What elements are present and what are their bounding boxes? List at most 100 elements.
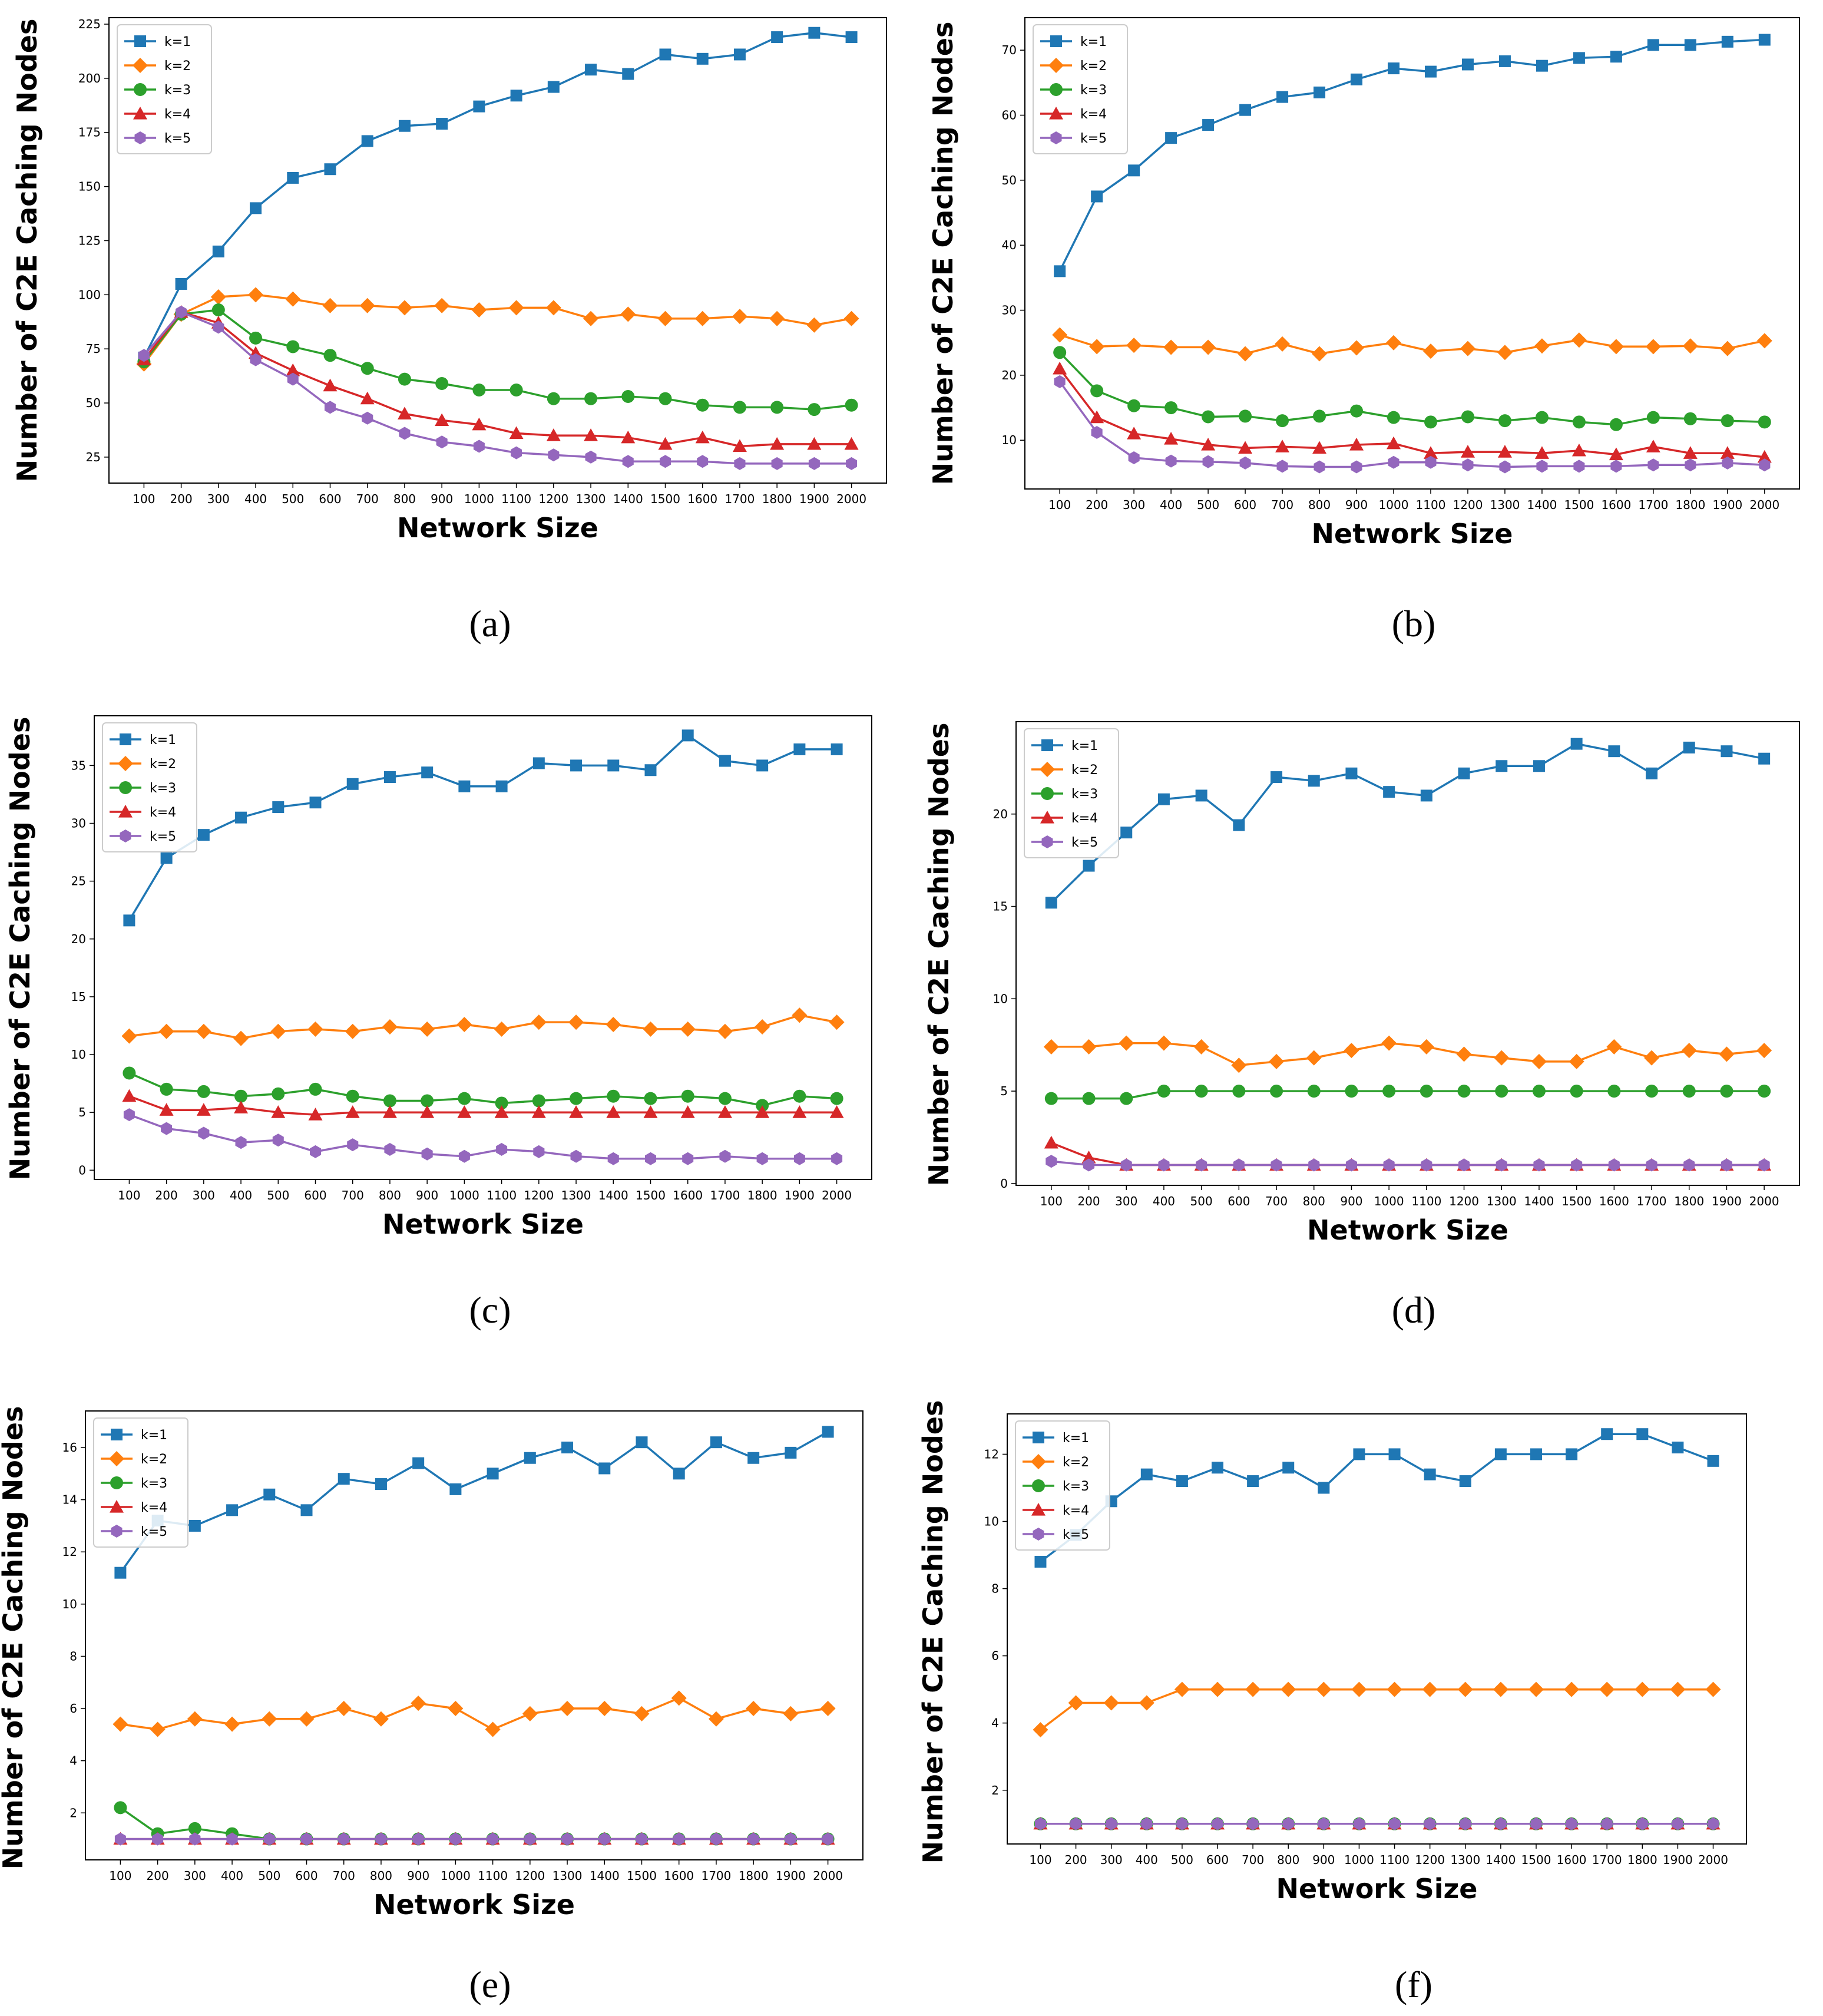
data-point-k2 — [285, 291, 301, 307]
data-point-k1 — [1459, 1475, 1471, 1488]
data-point-k2 — [680, 1021, 696, 1037]
data-point-k1 — [1684, 39, 1696, 51]
x-tick-label: 2000 — [1698, 1853, 1728, 1867]
data-point-k4 — [584, 428, 598, 441]
data-point-k2 — [634, 1706, 650, 1721]
data-point-k3 — [547, 392, 560, 405]
x-tick-label: 1900 — [776, 1869, 806, 1883]
data-point-k5 — [189, 1832, 201, 1846]
data-point-k1 — [1045, 897, 1057, 909]
x-tick-label: 200 — [147, 1869, 169, 1883]
series-line-k1 — [1050, 742, 1765, 904]
data-point-k5 — [1314, 460, 1325, 474]
legend — [117, 24, 212, 154]
data-point-k1 — [123, 914, 135, 927]
data-point-k5 — [1158, 1158, 1170, 1172]
x-tick-label: 1100 — [501, 492, 531, 506]
data-point-k2 — [1571, 332, 1587, 348]
data-point-k1 — [808, 27, 820, 39]
data-point-k3 — [1270, 1085, 1283, 1098]
data-point-k3 — [1721, 414, 1734, 428]
data-point-k5 — [235, 1136, 247, 1149]
y-tick-label: 4 — [70, 1754, 77, 1768]
x-tick-label: 300 — [193, 1188, 215, 1202]
data-point-k2 — [373, 1711, 389, 1727]
y-tick-label: 2 — [991, 1783, 999, 1797]
plot-frame — [1024, 17, 1800, 490]
x-tick-label: 200 — [1064, 1853, 1087, 1867]
data-point-k5 — [198, 1126, 210, 1140]
legend-label: k=4 — [1071, 811, 1098, 826]
panel-caption: (d) — [1392, 1289, 1436, 1331]
legend-marker — [1033, 1528, 1044, 1541]
data-point-k5 — [1573, 460, 1585, 473]
data-point-k5 — [287, 372, 299, 386]
data-point-k5 — [1120, 1158, 1132, 1172]
x-tick-label: 1000 — [1379, 498, 1409, 512]
data-point-k4 — [397, 406, 412, 420]
legend-label: k=1 — [1071, 739, 1098, 753]
chart-panel-2: 100 200 300 400 500 600 700 800 900 1000 1100 1200 1… — [927, 17, 1800, 645]
data-point-k5 — [831, 1152, 843, 1165]
data-point-k5 — [1046, 1155, 1057, 1168]
y-tick-label: 0 — [78, 1163, 86, 1177]
data-point-k4 — [1312, 441, 1327, 454]
data-point-k3 — [1157, 1085, 1170, 1098]
data-point-k5 — [1034, 1817, 1046, 1830]
data-point-k5 — [1571, 1158, 1583, 1172]
data-point-k1 — [771, 31, 783, 44]
data-point-k5 — [1383, 1158, 1395, 1172]
data-point-k1 — [449, 1483, 462, 1495]
legend-label: k=5 — [1080, 131, 1107, 146]
data-point-k1 — [309, 797, 322, 809]
data-point-k5 — [1282, 1817, 1294, 1830]
data-point-k5 — [1128, 451, 1140, 464]
series-line-k5 — [128, 1113, 837, 1160]
data-point-k1 — [719, 755, 731, 767]
data-point-k2 — [1193, 1039, 1209, 1055]
data-point-k3 — [1345, 1085, 1358, 1098]
data-point-k5 — [1202, 455, 1214, 468]
y-tick-label: 60 — [1002, 108, 1017, 123]
data-point-k1 — [383, 771, 396, 784]
data-point-k4 — [606, 1105, 621, 1118]
data-point-k5 — [1495, 1817, 1507, 1830]
data-point-k5 — [250, 353, 262, 366]
data-point-k2 — [121, 1028, 137, 1044]
x-tick-label: 1800 — [1675, 498, 1705, 512]
data-point-k5 — [1351, 460, 1362, 474]
data-point-k5 — [771, 457, 783, 470]
data-point-k2 — [382, 1019, 398, 1035]
x-tick-label: 700 — [333, 1869, 355, 1883]
x-axis-title: Network Size — [1307, 1214, 1508, 1246]
data-point-k5 — [1636, 1817, 1648, 1830]
data-point-k5 — [1247, 1817, 1259, 1830]
data-point-k5 — [1424, 1817, 1436, 1830]
data-point-k3 — [197, 1085, 210, 1098]
data-point-k2 — [307, 1021, 323, 1037]
x-tick-label: 400 — [1153, 1194, 1175, 1208]
series-line-k2 — [1040, 1688, 1713, 1731]
data-point-k2 — [1349, 340, 1365, 356]
y-tick-label: 175 — [78, 125, 101, 140]
data-point-k3 — [1457, 1085, 1471, 1098]
data-point-k1 — [1610, 51, 1622, 63]
x-tick-label: 100 — [109, 1869, 131, 1883]
data-point-k2 — [1245, 1681, 1261, 1697]
data-point-k2 — [1174, 1681, 1190, 1697]
data-point-k5 — [697, 455, 709, 468]
data-point-k4 — [1238, 441, 1253, 454]
legend-label: k=2 — [150, 757, 176, 772]
y-axis-title: Number of C2E Caching Nodes — [917, 1400, 949, 1864]
data-point-k5 — [123, 1108, 135, 1122]
data-point-k1 — [1157, 793, 1170, 805]
data-point-k1 — [458, 780, 471, 792]
data-point-k1 — [845, 31, 858, 44]
data-point-k2 — [1089, 339, 1105, 355]
x-tick-label: 1300 — [1487, 1194, 1517, 1208]
data-point-k3 — [1053, 346, 1067, 359]
data-point-k5 — [1389, 1817, 1401, 1830]
data-point-k2 — [158, 1023, 174, 1039]
data-point-k3 — [1313, 409, 1326, 423]
data-point-k1 — [235, 811, 247, 824]
